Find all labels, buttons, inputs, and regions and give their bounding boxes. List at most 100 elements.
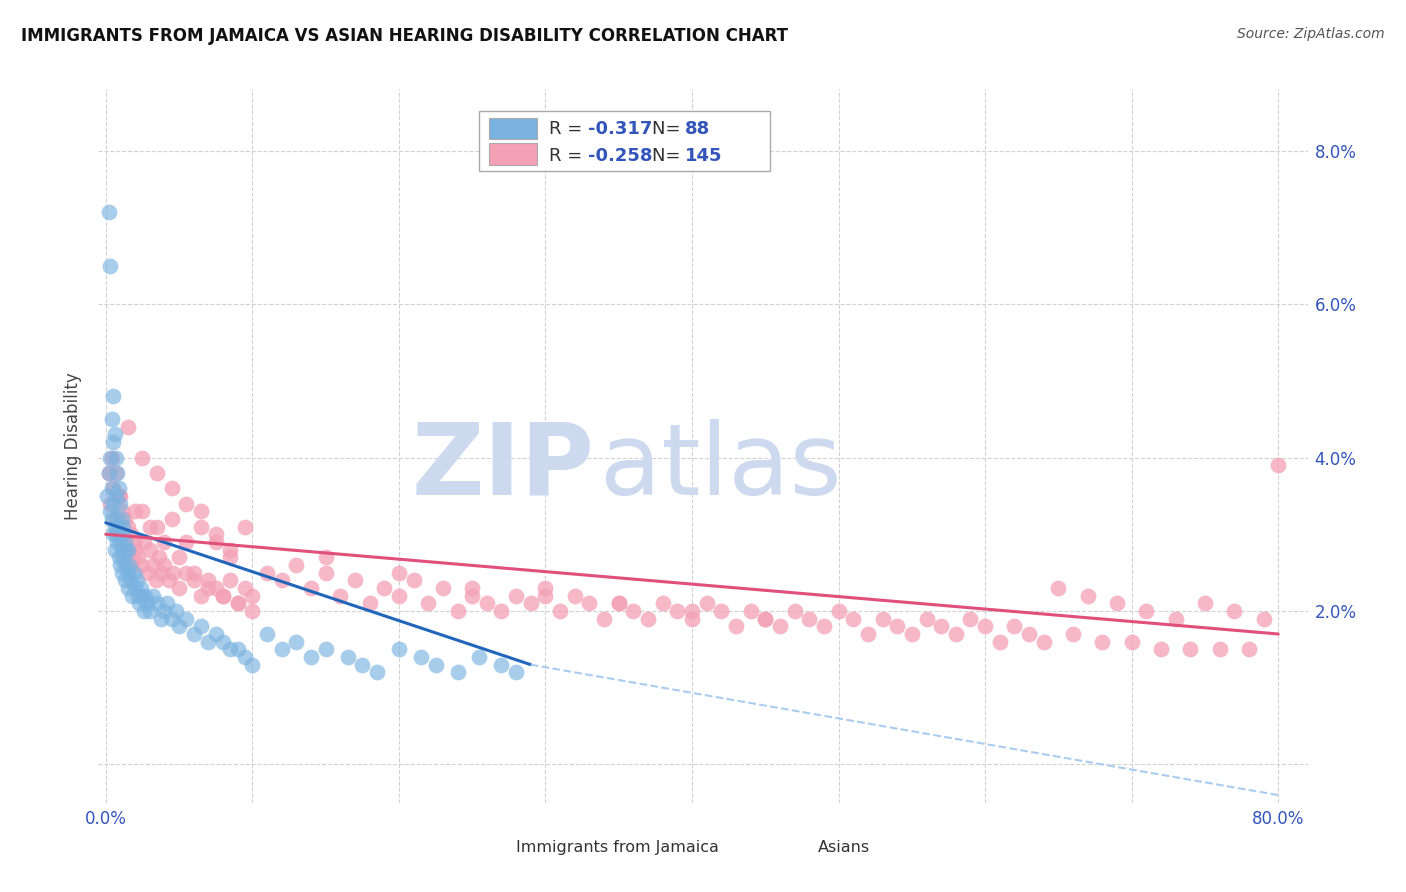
Point (103, 519, 125, 533)
Point (754, 612, 776, 626)
Point (145, 574, 167, 588)
Point (226, 642, 249, 657)
Point (176, 497, 198, 511)
Point (1194, 596, 1216, 610)
Point (110, 535, 132, 549)
Point (138, 519, 160, 533)
Point (103, 542, 125, 557)
Point (108, 550, 131, 565)
Point (1004, 619, 1026, 633)
Point (299, 650, 322, 665)
Point (138, 604, 160, 618)
Point (285, 634, 308, 648)
Point (548, 604, 571, 618)
Point (520, 596, 543, 610)
Point (1032, 634, 1054, 648)
Point (240, 589, 263, 603)
Point (111, 504, 134, 518)
Point (114, 558, 136, 572)
Text: N=: N= (652, 120, 686, 138)
Point (219, 550, 242, 565)
Bar (489, 118, 537, 139)
Point (256, 627, 278, 641)
Point (107, 535, 129, 549)
Point (110, 558, 132, 572)
Point (176, 566, 198, 580)
Point (98, 450, 121, 465)
Point (118, 558, 141, 572)
Point (491, 604, 513, 618)
Point (388, 642, 411, 657)
Point (117, 419, 139, 434)
Point (1180, 642, 1202, 657)
Point (1237, 642, 1260, 657)
Point (114, 535, 136, 549)
Point (111, 512, 134, 526)
Text: -0.317: -0.317 (588, 120, 652, 138)
Point (607, 596, 630, 610)
Point (1135, 604, 1157, 618)
Point (315, 550, 337, 565)
Point (120, 574, 142, 588)
Point (505, 665, 527, 680)
Point (754, 612, 776, 626)
Point (240, 604, 263, 618)
Point (197, 634, 219, 648)
Point (578, 596, 600, 610)
Point (446, 604, 468, 618)
Point (176, 535, 198, 549)
Point (103, 512, 125, 526)
Point (105, 466, 128, 480)
Text: Source: ZipAtlas.com: Source: ZipAtlas.com (1237, 27, 1385, 41)
Bar (461, 838, 503, 858)
Point (165, 604, 187, 618)
Point (959, 612, 981, 626)
Point (724, 619, 747, 633)
Point (621, 604, 644, 618)
Point (190, 589, 212, 603)
Point (1150, 642, 1173, 657)
Point (872, 612, 894, 626)
Point (299, 581, 322, 595)
Point (118, 550, 141, 565)
Point (607, 596, 630, 610)
Point (929, 619, 952, 633)
Point (974, 619, 997, 633)
Point (105, 450, 128, 465)
Point (418, 596, 440, 610)
Point (1018, 627, 1040, 641)
Point (534, 581, 557, 595)
Point (108, 519, 131, 533)
Point (127, 589, 149, 603)
Point (160, 481, 183, 495)
Point (219, 642, 242, 657)
Point (129, 581, 152, 595)
Point (111, 542, 134, 557)
Point (114, 512, 136, 526)
Text: -0.258: -0.258 (588, 146, 652, 164)
Point (988, 634, 1011, 648)
Point (226, 596, 249, 610)
Point (233, 650, 256, 665)
Text: R =: R = (550, 120, 589, 138)
Point (124, 542, 146, 557)
Text: Asians: Asians (818, 840, 870, 855)
Point (97, 466, 120, 480)
Point (1062, 627, 1084, 641)
Point (107, 466, 129, 480)
Point (219, 574, 242, 588)
Point (112, 527, 135, 541)
Point (681, 612, 703, 626)
Point (1077, 589, 1099, 603)
Point (97, 205, 120, 219)
Point (131, 450, 153, 465)
Point (153, 604, 176, 618)
Point (1105, 596, 1128, 610)
Point (100, 481, 122, 495)
Point (146, 519, 169, 533)
Point (212, 634, 235, 648)
Point (637, 612, 659, 626)
Point (1267, 458, 1289, 473)
Point (97, 466, 120, 480)
Point (432, 581, 454, 595)
